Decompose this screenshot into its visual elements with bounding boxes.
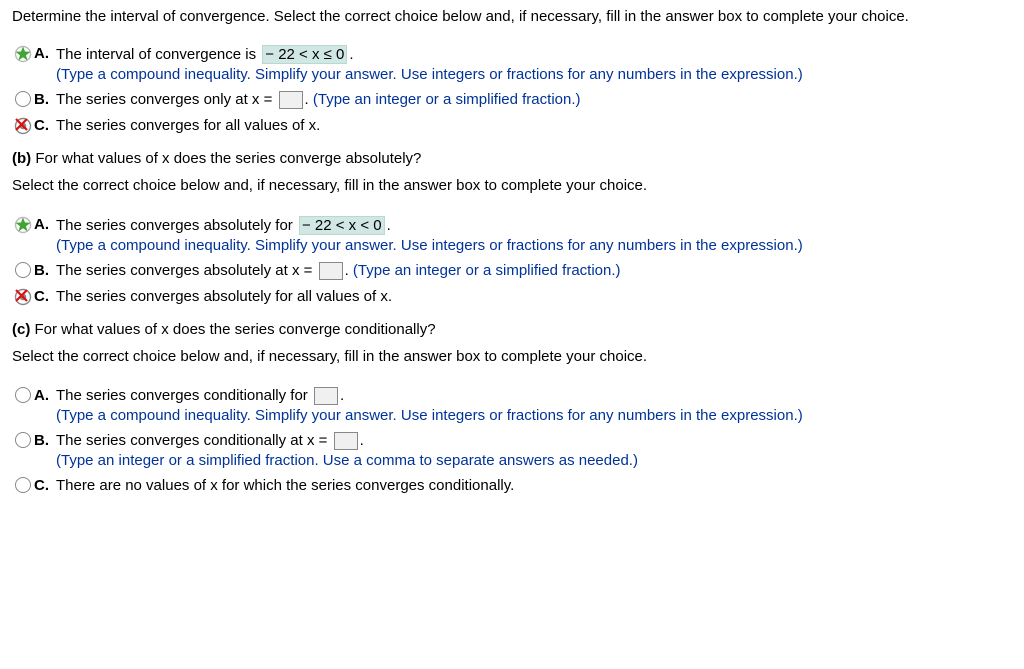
choice-label: B. [34, 89, 56, 108]
choice-text: The series converges for all values of x… [56, 117, 1012, 134]
choice-text: There are no values of x for which the s… [56, 477, 1012, 494]
star-correct-icon [14, 216, 32, 234]
choice-text-pre: The series converges conditionally for [56, 387, 308, 404]
choice-hint: (Type an integer or a simplified fractio… [353, 262, 621, 279]
part-b-instruction: Select the correct choice below and, if … [12, 177, 1012, 194]
answer-input[interactable] [314, 387, 338, 405]
radio-unselected-icon [15, 91, 31, 107]
q1-choice-c[interactable]: C. The series converges for all values o… [12, 115, 1012, 136]
choice-label: A. [34, 385, 56, 404]
choice-text-post: . [349, 46, 353, 63]
choice-label: A. [34, 214, 56, 233]
choice-text-pre: The interval of convergence is [56, 46, 256, 63]
choice-hint: (Type an integer or a simplified fractio… [313, 91, 581, 108]
choice-hint: (Type a compound inequality. Simplify yo… [56, 66, 1012, 83]
q2-choice-a[interactable]: A. The series converges absolutely for −… [12, 214, 1012, 256]
choice-text-pre: The series converges only at x = [56, 91, 272, 108]
choice-text-post: . [340, 387, 344, 404]
choice-text-pre: The series converges conditionally at x … [56, 432, 327, 449]
radio-unselected-icon [15, 477, 31, 493]
part-c-bold: (c) [12, 321, 30, 338]
q2-choice-c[interactable]: C. The series converges absolutely for a… [12, 286, 1012, 307]
q1-choice-b[interactable]: B. The series converges only at x = . (T… [12, 89, 1012, 111]
part-c-instruction: Select the correct choice below and, if … [12, 348, 1012, 365]
choice-label: B. [34, 430, 56, 449]
choice-label: B. [34, 260, 56, 279]
choice-text-post: . [387, 217, 391, 234]
answer-input[interactable]: − 22 < x ≤ 0 [262, 45, 347, 64]
choice-label: C. [34, 286, 56, 305]
answer-input[interactable] [334, 432, 358, 450]
part-c-label: (c) For what values of x does the series… [12, 321, 1012, 338]
radio-unselected-icon [15, 432, 31, 448]
answer-input[interactable] [319, 262, 343, 280]
part-b-label: (b) (b) For what values of x does the se… [12, 150, 1012, 167]
choice-text-post: . [305, 91, 309, 108]
choice-text-pre: The series converges absolutely for [56, 217, 293, 234]
q3-choice-c[interactable]: C. There are no values of x for which th… [12, 475, 1012, 496]
radio-unselected-icon [15, 387, 31, 403]
x-wrong-icon [14, 117, 32, 135]
radio-unselected-icon [15, 262, 31, 278]
x-wrong-icon [14, 288, 32, 306]
q3-choice-b[interactable]: B. The series converges conditionally at… [12, 430, 1012, 471]
part-b-bold: (b) [12, 150, 31, 167]
q3-choice-a[interactable]: A. The series converges conditionally fo… [12, 385, 1012, 426]
answer-input[interactable]: − 22 < x < 0 [299, 216, 385, 235]
answer-input[interactable] [279, 91, 303, 109]
choice-text-post: . [360, 432, 364, 449]
choice-text-pre: The series converges absolutely at x = [56, 262, 312, 279]
star-correct-icon [14, 45, 32, 63]
intro-text: Determine the interval of convergence. S… [12, 8, 1012, 25]
choice-label: C. [34, 115, 56, 134]
choice-label: A. [34, 43, 56, 62]
choice-text-post: . [345, 262, 349, 279]
choice-hint: (Type a compound inequality. Simplify yo… [56, 407, 1012, 424]
choice-hint: (Type an integer or a simplified fractio… [56, 452, 1012, 469]
choice-text: The series converges absolutely for all … [56, 288, 1012, 305]
choice-hint: (Type a compound inequality. Simplify yo… [56, 237, 1012, 254]
q1-choice-a[interactable]: A. The interval of convergence is − 22 <… [12, 43, 1012, 85]
choice-label: C. [34, 475, 56, 494]
q2-choice-b[interactable]: B. The series converges absolutely at x … [12, 260, 1012, 282]
